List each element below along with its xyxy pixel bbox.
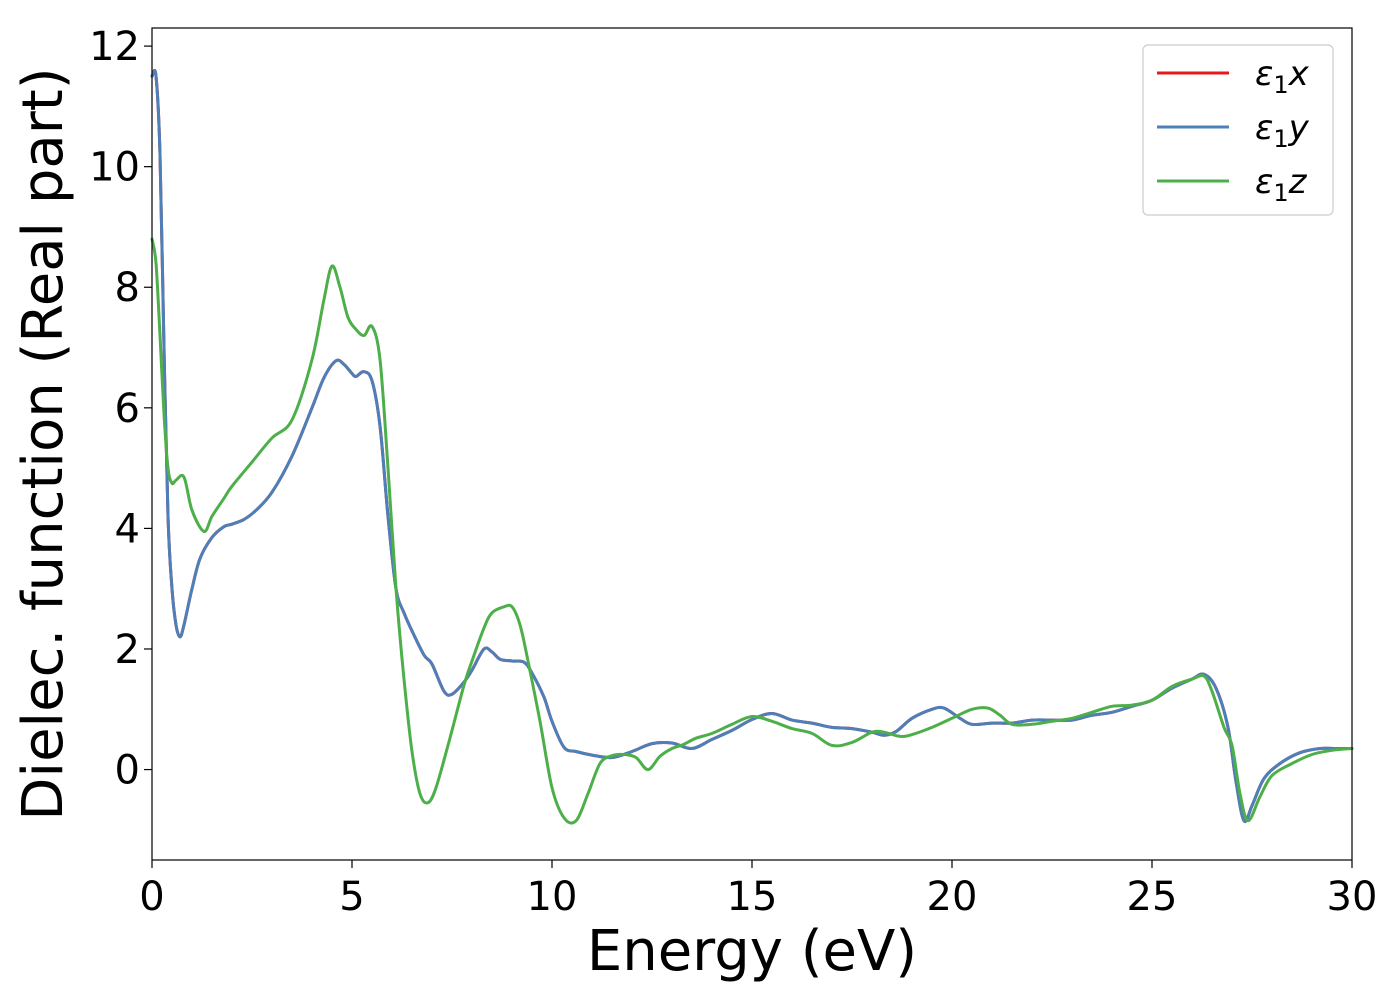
y-tick-label: 4 [115,506,140,552]
legend: ε1x ε1y ε1z [1142,44,1334,216]
legend-label: ε1z [1255,162,1308,207]
y-axis-title: Dielec. function (Real part) [11,67,76,820]
legend-label: ε1y [1255,108,1310,153]
x-tick-label: 5 [339,874,364,920]
x-tick-label: 20 [927,874,978,920]
y-tick-label: 2 [115,627,140,673]
x-tick-label: 10 [527,874,578,920]
series-line-z [150,237,1354,825]
y-tick-label: 6 [115,386,140,432]
x-axis-title: Energy (eV) [587,919,917,984]
x-tick-label: 25 [1127,874,1178,920]
x-axis-ticks: 0 5 10 15 20 25 30 [139,860,1377,920]
y-tick-label: 0 [115,748,140,794]
series-line-y [150,68,1354,824]
x-tick-label: 15 [727,874,778,920]
y-axis-ticks: 0 2 4 6 8 10 12 [89,24,152,794]
legend-label: ε1x [1255,54,1310,99]
x-tick-label: 0 [139,874,164,920]
plot-lines [150,68,1354,825]
y-tick-label: 8 [115,265,140,311]
x-tick-label: 30 [1327,874,1378,920]
y-tick-label: 10 [89,145,140,191]
legend-box [1142,44,1334,216]
y-tick-label: 12 [89,24,140,70]
